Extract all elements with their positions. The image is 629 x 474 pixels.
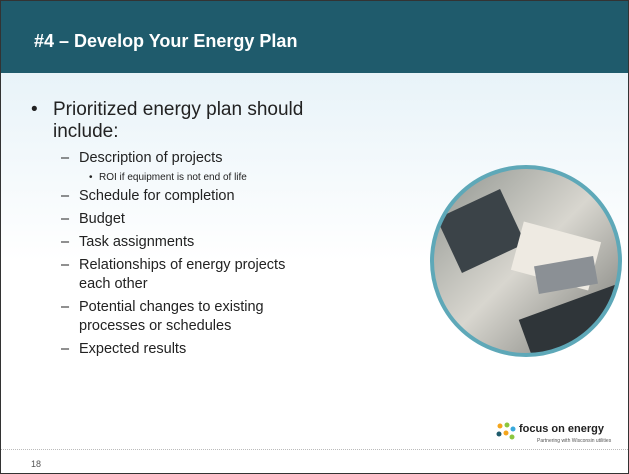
sub-bullet: Schedule for completion bbox=[31, 187, 319, 206]
logo-dots bbox=[495, 421, 517, 443]
sub-bullet: Relationships of energy projects each ot… bbox=[31, 256, 319, 294]
photo bbox=[426, 161, 626, 361]
sub-sub-bullet: ROI if equipment is not end of life bbox=[31, 172, 351, 183]
sub-bullet: Description of projects bbox=[31, 149, 319, 168]
header-bar: #4 – Develop Your Energy Plan bbox=[1, 1, 628, 73]
page-number: 18 bbox=[31, 459, 41, 469]
title: #4 – Develop Your Energy Plan bbox=[34, 31, 297, 52]
slide: #4 – Develop Your Energy Plan Prioritize… bbox=[0, 0, 629, 474]
logo-name: focus on energy bbox=[519, 423, 604, 435]
bullet: Prioritized energy plan should include: bbox=[31, 99, 351, 143]
bullet-list: Prioritized energy plan should include: D… bbox=[31, 99, 351, 363]
sub-bullet: Task assignments bbox=[31, 233, 319, 252]
sub-bullet: Expected results bbox=[31, 340, 319, 359]
sub-bullet: Budget bbox=[31, 210, 319, 229]
logo-tagline: Partnering with Wisconsin utilities bbox=[537, 438, 611, 444]
footer-divider bbox=[1, 449, 628, 450]
sub-bullet: Potential changes to existing processes … bbox=[31, 298, 319, 336]
